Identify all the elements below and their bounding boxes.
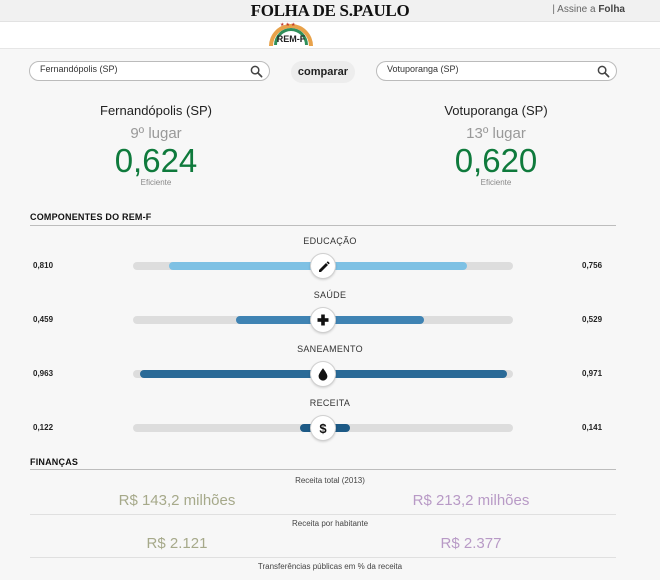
component-knob [310,307,336,333]
city-rank: 13º lugar [466,125,526,142]
finance-caption: Transferências públicas em % da receita [257,562,403,571]
city-search-left[interactable] [29,61,270,81]
city-rating: Eficiente [480,178,512,187]
finance-caption: Receita por habitante [291,519,369,528]
subscribe-brand: Folha [598,4,625,15]
finance-heading: FINANÇAS [30,457,79,467]
finance-value-left: R$ 143,2 milhões [118,492,236,509]
component-value-left: 0,963 [33,369,54,378]
city-summary-right: Votuporanga (SP) 13º lugar 0,620 Eficien… [396,103,596,187]
plus-icon [317,314,329,326]
city-rank: 9º lugar [130,125,182,142]
component-value-left: 0,810 [33,261,54,270]
finance-value-right: R$ 2.377 [440,535,502,552]
city-rating: Eficiente [140,178,172,187]
city-name: Fernandópolis (SP) [100,103,212,118]
finance-caption: Receita total (2013) [295,476,365,485]
city-summary-left: Fernandópolis (SP) 9º lugar 0,624 Eficie… [56,103,256,187]
component-value-right: 0,756 [582,261,603,270]
component-value-right: 0,971 [582,369,603,378]
finance-row-divider [30,514,616,515]
component-value-right: 0,141 [582,423,603,432]
city-score: 0,620 [454,142,538,179]
component-label: EDUCAÇÃO [303,236,357,246]
rem-f-badge[interactable]: ★★★ REM-F [268,22,314,48]
component-label: SANEAMENTO [297,344,363,354]
city-input-left[interactable] [40,64,240,74]
finance-row-divider [30,557,616,558]
component-knob [310,253,336,279]
component-label: RECEITA [309,398,351,408]
city-search-right[interactable] [376,61,617,81]
search-icon[interactable] [597,65,610,78]
badge-label: REM-F [276,34,306,44]
finance-divider [30,469,616,470]
subscribe-link[interactable]: | Assine a Folha [552,4,625,15]
city-name: Votuporanga (SP) [444,103,548,118]
subscribe-prefix: | Assine a [552,4,599,15]
components-heading: COMPONENTES DO REM-F [30,212,152,222]
site-logo[interactable]: FOLHA DE S.PAULO [250,1,410,20]
search-icon[interactable] [250,65,263,78]
component-value-left: 0,122 [33,423,54,432]
finance-value-left: R$ 2.121 [146,535,208,552]
top-bar: FOLHA DE S.PAULO | Assine a Folha [0,0,660,22]
badge-stars-icon: ★★★ [280,22,297,28]
compare-button[interactable]: comparar [291,61,355,83]
svg-text:$: $ [319,421,327,435]
component-knob: $ [310,415,336,441]
city-input-right[interactable] [387,64,587,74]
component-label: SAÚDE [313,290,347,300]
component-value-left: 0,459 [33,315,54,324]
pencil-icon [319,261,330,272]
drop-icon [318,368,328,381]
finance-value-right: R$ 213,2 milhões [412,492,530,509]
dollar-icon: $ [319,421,327,435]
sub-header: ★★★ REM-F [0,22,660,49]
city-score: 0,624 [114,142,198,179]
components-divider [30,225,616,226]
component-knob [310,361,336,387]
component-value-right: 0,529 [582,315,603,324]
